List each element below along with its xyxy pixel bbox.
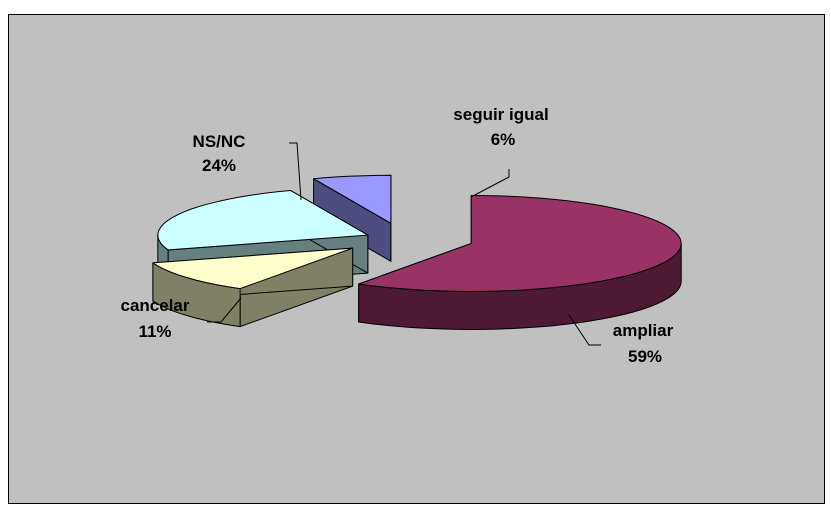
slice-label-ns-nc: NS/NC <box>193 132 246 151</box>
slice-value-ampliar: 59% <box>628 347 662 366</box>
slice-top-ampliar <box>358 195 682 292</box>
leader-lines <box>207 142 601 346</box>
pie-chart: NS/NC 24% seguir igual 6% cancelar 11% a… <box>121 105 682 366</box>
slice-label-seguir-igual: seguir igual <box>453 105 548 124</box>
slice-value-seguir-igual: 6% <box>491 130 516 149</box>
leader-ns-nc <box>289 142 302 201</box>
pie-slices <box>152 174 682 330</box>
leader-seguir-igual <box>470 169 510 198</box>
slice-top-cancelar <box>152 247 354 290</box>
leader-cancelar <box>207 297 242 323</box>
slice-top-ns-nc <box>157 190 369 251</box>
slice-value-ns-nc: 24% <box>202 156 236 175</box>
slice-value-cancelar: 11% <box>138 322 171 341</box>
slice-top-seguir-igual <box>313 174 392 224</box>
chart-area: NS/NC 24% seguir igual 6% cancelar 11% a… <box>8 14 825 504</box>
slice-label-cancelar: cancelar <box>121 296 190 315</box>
slice-label-ampliar: ampliar <box>613 321 674 340</box>
leader-ampliar <box>568 314 601 346</box>
